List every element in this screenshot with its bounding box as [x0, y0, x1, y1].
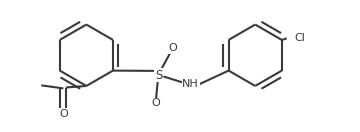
Text: O: O	[168, 43, 177, 53]
Text: O: O	[151, 98, 160, 109]
Text: Cl: Cl	[294, 33, 305, 43]
Text: O: O	[59, 109, 68, 119]
Text: NH: NH	[183, 79, 199, 89]
Text: S: S	[155, 69, 162, 82]
